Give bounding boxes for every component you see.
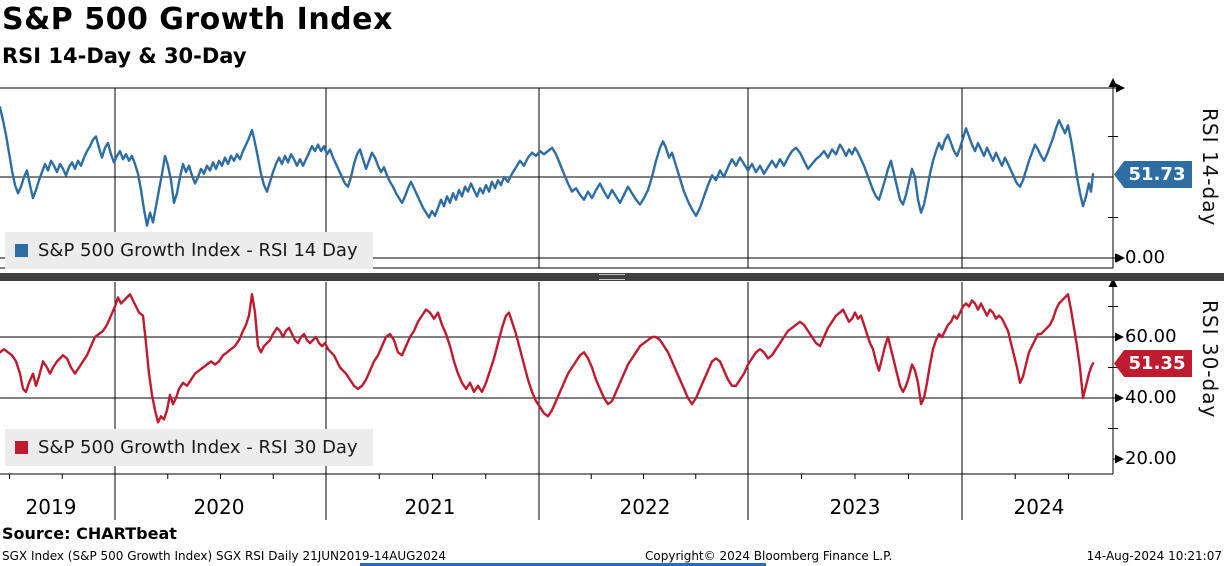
- bottom-accent-bar: [360, 563, 766, 566]
- xtick-year-2019: 2019: [25, 495, 77, 519]
- panel-divider[interactable]: [0, 273, 1224, 281]
- ytick-label-60: 60.00: [1125, 326, 1177, 347]
- legend-rsi30: S&P 500 Growth Index - RSI 30 Day: [5, 429, 373, 466]
- legend-rsi14: S&P 500 Growth Index - RSI 14 Day: [5, 232, 373, 269]
- last-value-badge-rsi30: 51.35: [1114, 350, 1192, 377]
- legend-swatch-rsi14-icon: [15, 244, 28, 257]
- legend-swatch-rsi30-icon: [15, 441, 28, 454]
- xtick-year-2020: 2020: [193, 495, 245, 519]
- last-value-rsi30: 51.35: [1128, 353, 1186, 374]
- timestamp: 14-Aug-2024 10:21:07: [1086, 549, 1222, 563]
- ytick-label-40: 40.00: [1125, 387, 1177, 408]
- page-subtitle: RSI 14-Day & 30-Day: [2, 44, 247, 68]
- rsi14-line: [0, 106, 1095, 227]
- xtick-year-2023: 2023: [829, 495, 881, 519]
- source-line: Source: CHARTbeat: [2, 524, 177, 543]
- axis-label-rsi14: RSI 14-day: [1198, 108, 1222, 227]
- copyright-text: Copyright© 2024 Bloomberg Finance L.P.: [645, 549, 893, 563]
- xtick-year-2021: 2021: [404, 495, 456, 519]
- ytick-label-20: 20.00: [1125, 448, 1177, 469]
- page-title: S&P 500 Growth Index: [2, 2, 393, 37]
- last-value-badge-rsi14: 51.73: [1114, 161, 1192, 188]
- rsi30-line: [0, 293, 1095, 424]
- ytick-label-0: 0.00: [1125, 247, 1166, 268]
- axis-label-rsi30: RSI 30-day: [1198, 300, 1222, 419]
- divider-grip-icon: [599, 274, 625, 280]
- legend-label-rsi30: S&P 500 Growth Index - RSI 30 Day: [38, 437, 358, 458]
- security-info: SGX Index (S&P 500 Growth Index) SGX RSI…: [2, 549, 446, 563]
- legend-label-rsi14: S&P 500 Growth Index - RSI 14 Day: [38, 240, 358, 261]
- last-value-rsi14: 51.73: [1128, 164, 1186, 185]
- xtick-year-2022: 2022: [619, 495, 671, 519]
- xtick-year-2024: 2024: [1013, 495, 1065, 519]
